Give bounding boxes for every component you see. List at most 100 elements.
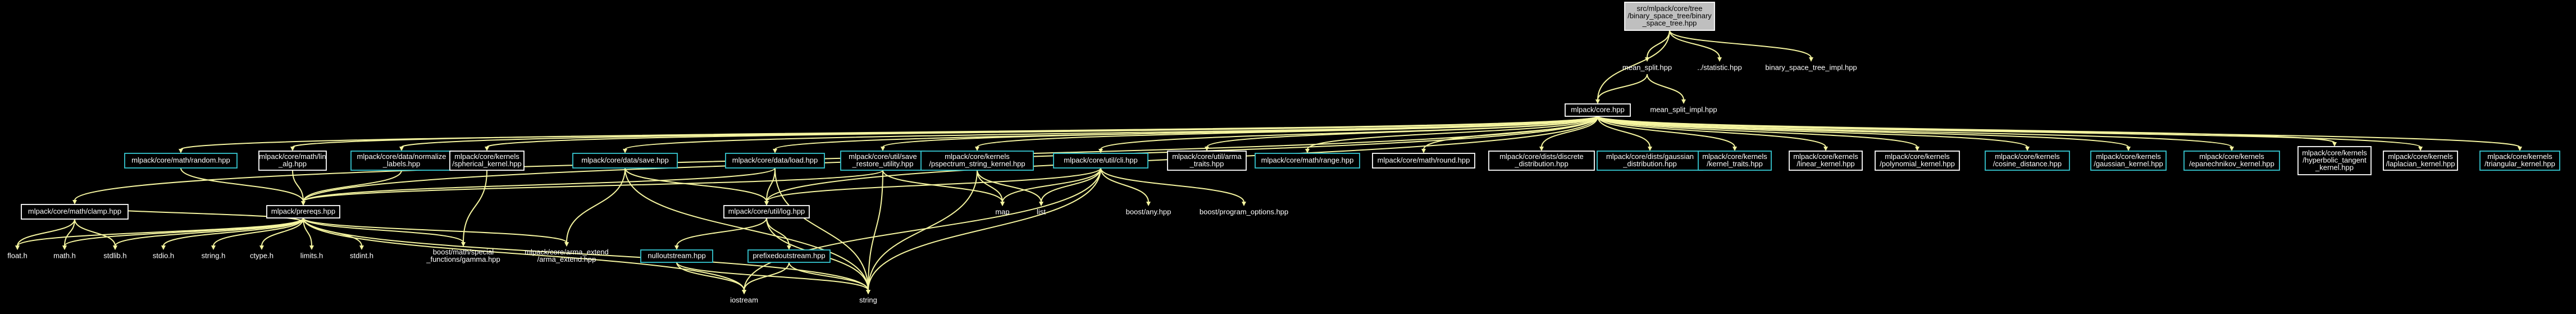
node-range[interactable]: mlpack/core/math/range.hpp xyxy=(1255,153,1360,169)
node-save[interactable]: mlpack/core/data/save.hpp xyxy=(572,153,678,169)
node-map[interactable]: map xyxy=(995,207,1009,216)
node-core[interactable]: mlpack/core.hpp xyxy=(1565,103,1631,117)
node-arma-traits-label-line-2: _traits.hpp xyxy=(1189,160,1224,168)
node-arma-traits-box xyxy=(1167,151,1247,171)
node-arma-ext-label-line-2: /arma_extend.hpp xyxy=(537,255,596,263)
node-save-label-line-1: mlpack/core/data/save.hpp xyxy=(581,156,668,164)
node-cli[interactable]: mlpack/core/util/cli.hpp xyxy=(1053,153,1148,169)
edge-root-to-core xyxy=(1597,30,1670,101)
arrowhead-prereqs-to-limits xyxy=(309,245,314,250)
arrowhead-prereqs-to-string_h xyxy=(211,245,216,250)
edge-save-to-arma_ext xyxy=(566,167,626,243)
node-lin-alg[interactable]: mlpack/core/math/lin_alg.hpp xyxy=(258,151,327,171)
node-ctype[interactable]: ctype.h xyxy=(250,251,273,260)
node-root-label-line-2: /binary_space_tree/binary xyxy=(1627,11,1712,20)
node-linear[interactable]: mlpack/core/kernels/linear_kernel.hpp xyxy=(1789,151,1863,171)
node-gaussian-k-box xyxy=(2090,151,2167,171)
node-boost-po[interactable]: boost/program_options.hpp xyxy=(1200,207,1288,216)
arrowhead-core-to-discrete xyxy=(1539,147,1544,151)
node-mean-split-impl[interactable]: mean_split_impl.hpp xyxy=(1650,105,1717,113)
node-load-label-line-1: mlpack/core/data/load.hpp xyxy=(732,156,818,164)
node-iostream[interactable]: iostream xyxy=(730,295,758,304)
node-cosine-label-line-1: mlpack/core/kernels xyxy=(1995,152,2060,161)
node-pspectrum[interactable]: mlpack/core/kernels/pspectrum_string_ker… xyxy=(920,151,1034,171)
node-gaussian-dist[interactable]: mlpack/core/dists/gaussian_distribution.… xyxy=(1597,151,1703,171)
node-load-box xyxy=(725,153,825,169)
node-hyper-label-line-1: mlpack/core/kernels xyxy=(2302,148,2367,157)
node-map-label-line-1: map xyxy=(995,207,1009,216)
arrowhead-core-to-random xyxy=(179,149,183,153)
node-math[interactable]: math.h xyxy=(53,251,76,260)
node-triangular[interactable]: mlpack/core/kernels/triangular_kernel.hp… xyxy=(2479,151,2560,171)
node-save-restore-label-line-1: mlpack/core/util/save xyxy=(849,152,917,161)
arrowhead-prereqs-to-stdio xyxy=(161,245,166,250)
edge-core-to-discrete xyxy=(1541,116,1598,148)
node-pspectrum-box xyxy=(920,151,1034,171)
edge-core-to-range xyxy=(1307,116,1598,150)
node-epan[interactable]: mlpack/core/kernels/epanechnikov_kernel.… xyxy=(2183,151,2280,171)
node-save-box xyxy=(572,153,678,169)
node-list[interactable]: list xyxy=(1037,207,1046,216)
arrowhead-core-to-polynomial xyxy=(1915,147,1920,151)
node-kernel-traits[interactable]: mlpack/core/kernels/kernel_traits.hpp xyxy=(1698,151,1772,171)
node-lin-alg-label-line-1: mlpack/core/math/lin xyxy=(259,152,326,161)
node-float[interactable]: float.h xyxy=(7,251,27,260)
edge-mean_split-to-mean_split_impl xyxy=(1647,74,1684,101)
node-mean-split-label-line-1: mean_split.hpp xyxy=(1622,63,1672,71)
edge-root-to-bst_impl xyxy=(1669,30,1812,58)
node-bst-impl-label-line-1: binary_space_tree_impl.hpp xyxy=(1765,63,1857,71)
node-normalize-label-line-2: _labels.hpp xyxy=(382,160,421,168)
arrowhead-log-to-nullostream xyxy=(674,245,679,250)
node-random-label-line-1: mlpack/core/math/random.hpp xyxy=(131,156,230,164)
node-log[interactable]: mlpack/core/util/log.hpp xyxy=(723,205,810,219)
node-random-box xyxy=(124,153,238,169)
edge-layer xyxy=(15,30,2522,294)
node-prefixed[interactable]: prefixedoutstream.hpp xyxy=(747,249,831,263)
node-polynomial[interactable]: mlpack/core/kernels/polynomial_kernel.hp… xyxy=(1875,151,1960,171)
node-string-h[interactable]: string.h xyxy=(202,251,226,260)
node-normalize[interactable]: mlpack/core/data/normalize_labels.hpp xyxy=(350,151,453,171)
edge-pspectrum-to-string xyxy=(868,170,978,291)
edge-pspectrum-to-list xyxy=(977,170,1042,203)
edge-prereqs-to-string_h xyxy=(213,217,304,247)
node-string-h-label-line-1: string.h xyxy=(202,251,226,260)
node-hyper[interactable]: mlpack/core/kernels/hyperbolic_tangent_k… xyxy=(2297,146,2372,175)
node-triangular-label-line-1: mlpack/core/kernels xyxy=(2487,152,2552,161)
node-save-restore[interactable]: mlpack/core/util/save_restore_utility.hp… xyxy=(840,151,925,171)
node-cosine[interactable]: mlpack/core/kernels/cosine_distance.hpp xyxy=(1985,151,2070,171)
node-mean-split-impl-label-line-1: mean_split_impl.hpp xyxy=(1650,105,1717,113)
node-pspectrum-label-line-2: /pspectrum_string_kernel.hpp xyxy=(929,160,1025,168)
node-nullostream[interactable]: nulloutstream.hpp xyxy=(640,249,713,263)
node-load[interactable]: mlpack/core/data/load.hpp xyxy=(725,153,825,169)
node-round-box xyxy=(1372,153,1475,169)
node-string[interactable]: string xyxy=(859,295,877,304)
node-round[interactable]: mlpack/core/math/round.hpp xyxy=(1372,153,1475,169)
arrowhead-core-to-pspectrum xyxy=(975,147,979,151)
node-stdint[interactable]: stdint.h xyxy=(350,251,373,260)
node-boost-any[interactable]: boost/any.hpp xyxy=(1126,207,1171,216)
node-arma-traits[interactable]: mlpack/core/util/arma_traits.hpp xyxy=(1167,151,1247,171)
node-laplace[interactable]: mlpack/core/kernels/laplacian_kernel.hpp xyxy=(2383,151,2458,171)
node-arma-ext[interactable]: mlpack/core/arma_extend/arma_extend.hpp xyxy=(525,248,609,263)
arrowhead-prereqs-to-ctype xyxy=(259,245,264,250)
node-gaussian-k[interactable]: mlpack/core/kernels/gaussian_kernel.hpp xyxy=(2090,151,2167,171)
node-statistic[interactable]: ../statistic.hpp xyxy=(1697,63,1741,71)
node-root[interactable]: src/mlpack/core/tree/binary_space_tree/b… xyxy=(1624,2,1715,31)
node-discrete[interactable]: mlpack/core/dists/discrete_distribution.… xyxy=(1488,151,1595,171)
node-polynomial-box xyxy=(1875,151,1960,171)
node-bst-impl[interactable]: binary_space_tree_impl.hpp xyxy=(1765,63,1857,71)
node-boost-gamma[interactable]: boost/math/special_functions/gamma.hpp xyxy=(426,248,500,263)
node-stdlib[interactable]: stdlib.h xyxy=(103,251,126,260)
node-limits[interactable]: limits.h xyxy=(300,251,323,260)
node-stdio[interactable]: stdio.h xyxy=(153,251,174,260)
node-boost-gamma-label-line-1: boost/math/special xyxy=(433,248,494,256)
arrowhead-core-to-hyper xyxy=(2332,142,2337,147)
node-random[interactable]: mlpack/core/math/random.hpp xyxy=(124,153,238,169)
node-prereqs[interactable]: mlpack/prereqs.hpp xyxy=(266,205,340,219)
node-spherical[interactable]: mlpack/core/kernels/spherical_kernel.hpp xyxy=(449,151,525,171)
node-clamp[interactable]: mlpack/core/math/clamp.hpp xyxy=(21,204,129,220)
node-laplace-label-line-1: mlpack/core/kernels xyxy=(2388,152,2453,161)
node-mean-split[interactable]: mean_split.hpp xyxy=(1622,63,1672,71)
node-nullostream-label-line-1: nulloutstream.hpp xyxy=(648,251,705,260)
node-normalize-label-line-1: mlpack/core/data/normalize xyxy=(357,152,446,161)
